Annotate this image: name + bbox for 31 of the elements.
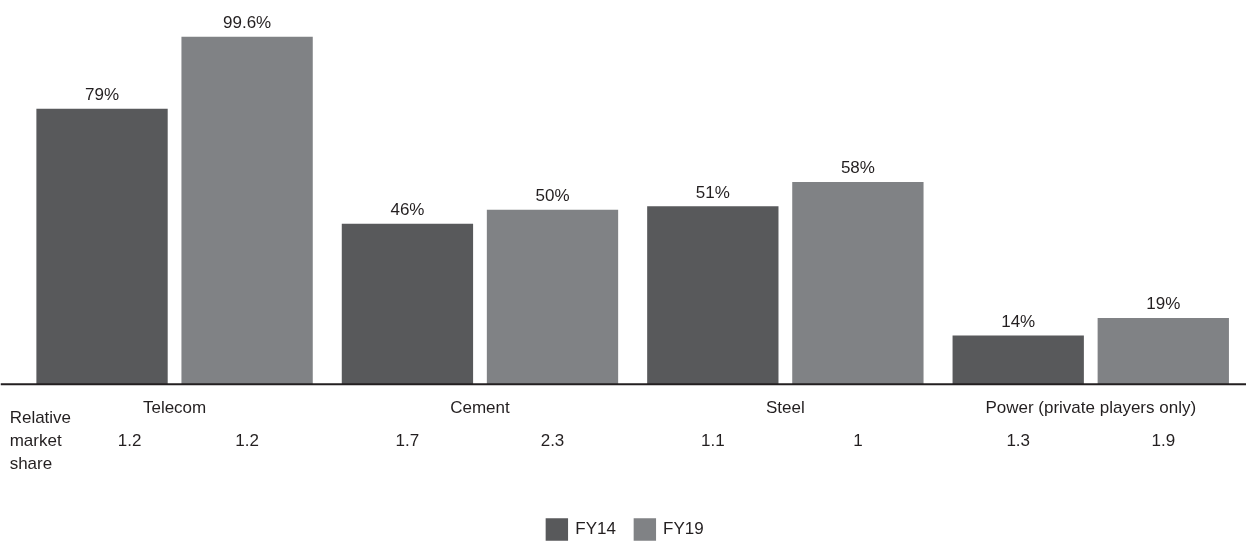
data-label: 99.6%: [223, 13, 272, 33]
legend-label: FY19: [663, 519, 704, 539]
bar: [36, 108, 168, 385]
bar: [952, 335, 1084, 385]
text: 1.7: [395, 431, 420, 451]
text: 1: [853, 431, 863, 451]
text: 1.2: [117, 431, 142, 451]
x-tick-label: Cement: [450, 398, 511, 418]
data-label: 19%: [1146, 294, 1181, 314]
bar: [486, 209, 619, 385]
text: 2.3: [540, 431, 565, 451]
bar: [1097, 318, 1229, 385]
bar: [647, 206, 779, 385]
data-label: 58%: [840, 158, 875, 178]
bar: [341, 223, 474, 385]
legend-label: FY14: [575, 519, 616, 539]
bar: [792, 181, 924, 385]
data-label: 14%: [1001, 311, 1036, 331]
x-tick-label: Steel: [765, 398, 805, 418]
data-label: 50%: [535, 186, 570, 206]
data-label: 51%: [695, 182, 730, 202]
text: 1.9: [1151, 431, 1176, 451]
data-label: 46%: [390, 200, 425, 220]
text: 1.1: [701, 431, 725, 451]
bar: [181, 36, 313, 385]
data-label: 79%: [85, 85, 120, 105]
text: 1.2: [235, 431, 259, 451]
text: Relative market share: [9, 408, 72, 473]
x-tick-label: Telecom: [142, 398, 207, 418]
x-tick-label: Power (private players only): [985, 398, 1197, 418]
text: 1.3: [1006, 431, 1031, 451]
